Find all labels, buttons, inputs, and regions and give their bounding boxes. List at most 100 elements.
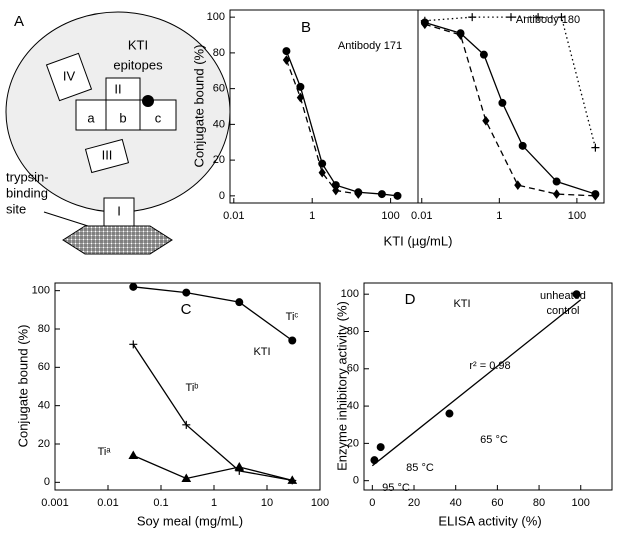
point xyxy=(468,13,477,22)
annotation: 95 °C xyxy=(382,482,410,494)
annotation: KTI xyxy=(253,346,270,358)
annotation: control xyxy=(546,305,579,317)
y-tick-label: 80 xyxy=(347,325,359,337)
point xyxy=(234,461,245,471)
point xyxy=(376,443,385,452)
epitope-box xyxy=(45,52,93,102)
y-tick-label: 60 xyxy=(347,363,359,375)
region-label: IV xyxy=(63,68,76,83)
y-tick-label: 40 xyxy=(38,400,50,412)
x-tick-label: 1 xyxy=(309,210,315,222)
x-tick-label: 80 xyxy=(533,497,545,509)
point xyxy=(591,191,600,201)
panel-label: B xyxy=(301,19,311,36)
site-label: trypsin- xyxy=(6,169,49,184)
point xyxy=(332,185,340,196)
x-axis-label: KTI (µg/mL) xyxy=(384,233,453,248)
y-tick-label: 40 xyxy=(347,400,359,412)
x-tick-label: 10 xyxy=(261,497,273,509)
diagram-title: epitopes xyxy=(113,57,163,72)
annotation: Tiᶜ xyxy=(286,311,299,323)
y-axis-label: Conjugate bound (%) xyxy=(15,325,30,448)
point xyxy=(296,82,305,91)
x-tick-label: 100 xyxy=(572,497,590,509)
point xyxy=(181,473,192,482)
panel-label: D xyxy=(405,291,416,308)
x-tick-label: 1 xyxy=(496,210,502,222)
point xyxy=(445,409,454,418)
y-tick-label: 40 xyxy=(213,118,225,130)
point xyxy=(129,282,138,291)
point xyxy=(514,180,522,190)
x-axis-label: ELISA activity (%) xyxy=(438,513,541,528)
point xyxy=(282,47,291,56)
point xyxy=(129,340,138,349)
point xyxy=(420,16,429,25)
panel-label: A xyxy=(14,13,24,30)
x-tick-label: 0.01 xyxy=(97,497,118,509)
point xyxy=(182,420,191,429)
y-tick-label: 0 xyxy=(219,190,225,202)
point xyxy=(354,189,362,199)
fit-line xyxy=(424,23,596,197)
x-tick-label: 0.01 xyxy=(411,210,432,222)
point xyxy=(235,298,244,307)
epitope-box xyxy=(105,77,141,101)
region-label: b xyxy=(119,110,126,125)
point xyxy=(518,141,527,150)
region-label: III xyxy=(102,147,113,162)
point xyxy=(557,13,566,22)
point xyxy=(534,13,543,22)
x-tick-label: 100 xyxy=(311,497,329,509)
point xyxy=(479,50,488,59)
y-tick-label: 20 xyxy=(347,437,359,449)
y-tick-label: 20 xyxy=(213,154,225,166)
x-tick-label: 0.1 xyxy=(153,497,168,509)
x-tick-label: 0.001 xyxy=(41,497,69,509)
y-axis-label: Conjugate bound (%) xyxy=(191,45,206,168)
x-axis-label: Soy meal (mg/mL) xyxy=(137,513,243,528)
y-tick-label: 100 xyxy=(341,288,359,300)
y-tick-label: 80 xyxy=(213,47,225,59)
fit-line xyxy=(371,299,582,467)
diagram-title: KTI xyxy=(128,37,148,52)
fit-line xyxy=(133,454,293,482)
point xyxy=(182,288,191,297)
x-tick-label: 40 xyxy=(450,497,462,509)
annotation: Tiᵃ xyxy=(98,446,112,458)
x-tick-label: 1 xyxy=(211,497,217,509)
site-label: binding xyxy=(6,185,48,200)
point xyxy=(288,336,297,345)
point xyxy=(507,13,515,22)
point xyxy=(552,177,561,186)
point xyxy=(552,189,561,199)
fit-line xyxy=(424,16,597,148)
annotation: KTI xyxy=(453,298,470,310)
y-tick-label: 100 xyxy=(32,285,50,297)
point xyxy=(482,115,490,126)
point xyxy=(318,167,326,178)
annotation: r² = 0.98 xyxy=(469,360,510,372)
annotation: 65 °C xyxy=(480,434,508,446)
region-label: a xyxy=(87,110,95,125)
point xyxy=(591,143,600,152)
y-tick-label: 20 xyxy=(38,438,50,450)
x-tick-label: 20 xyxy=(408,497,420,509)
point xyxy=(498,98,507,107)
fit-line xyxy=(133,286,293,342)
binding-site xyxy=(62,225,173,255)
point xyxy=(287,475,298,484)
epitope-box xyxy=(75,99,177,131)
y-axis-label: Enzyme inhibitory activity (%) xyxy=(334,301,349,471)
point xyxy=(393,191,402,200)
annotation: Tiᵇ xyxy=(186,382,199,394)
y-tick-label: 100 xyxy=(207,11,225,23)
point xyxy=(296,92,305,103)
region-label: c xyxy=(155,110,162,125)
annotation: 85 °C xyxy=(406,462,434,474)
point xyxy=(377,190,386,199)
point xyxy=(572,290,581,299)
region-label: I xyxy=(117,203,121,218)
plot-frame xyxy=(54,282,321,491)
